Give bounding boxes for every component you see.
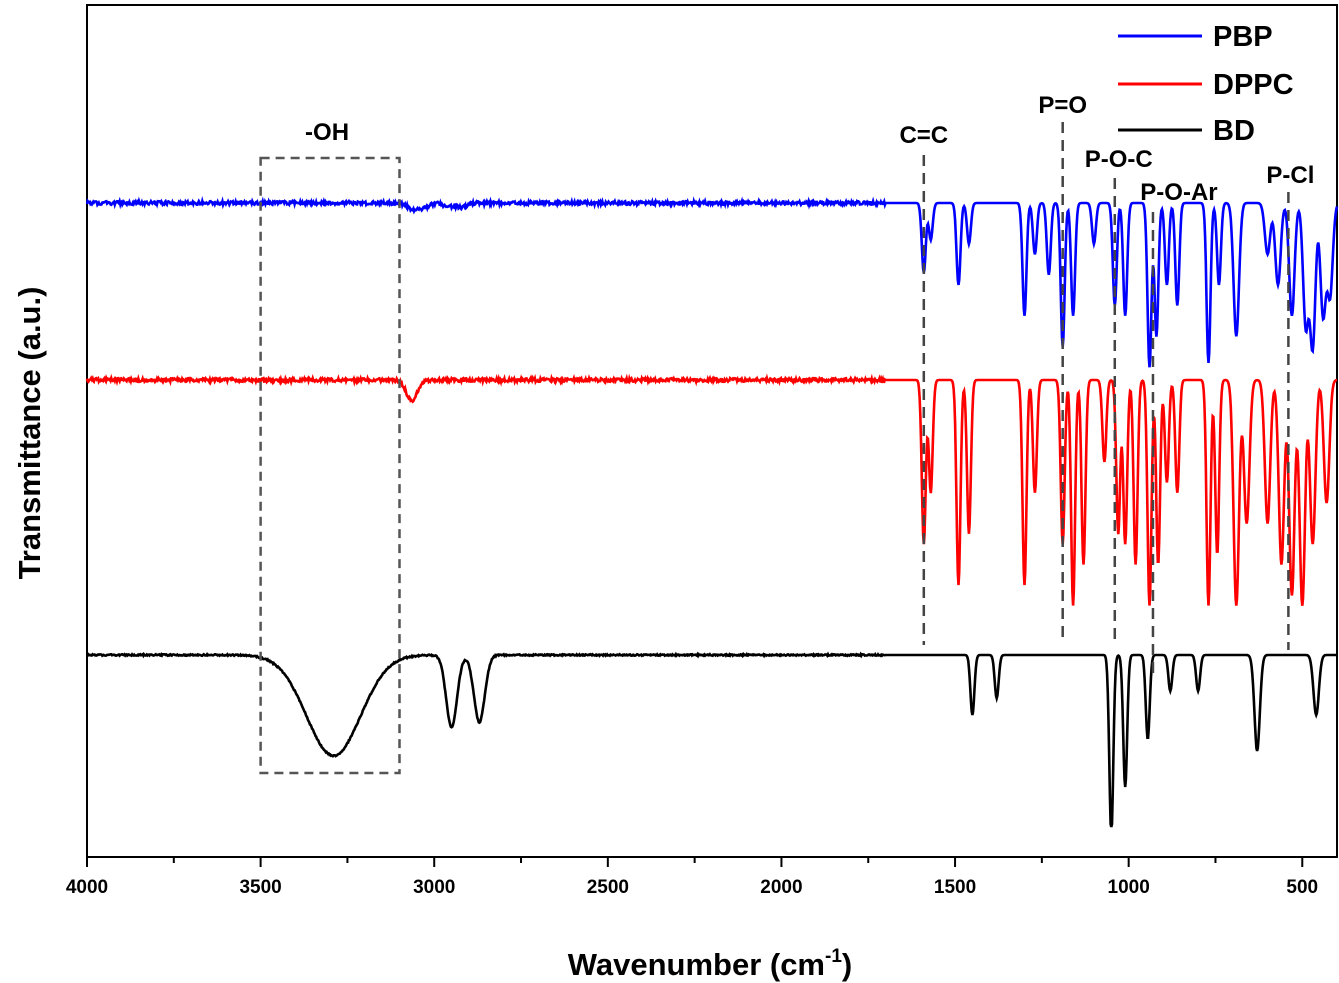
legend-label: PBP xyxy=(1213,21,1273,53)
plot-border xyxy=(86,4,1338,858)
legend-label: DPPC xyxy=(1213,69,1294,101)
x-tick-label: 4000 xyxy=(66,877,108,898)
x-tick-label: 1500 xyxy=(934,877,976,898)
series-line-bd xyxy=(86,651,1337,828)
oh-annotation-box xyxy=(259,156,401,775)
x-axis: 4000 3500 3000 2500 2000 1500 1000 500 xyxy=(66,857,1318,898)
x-tick-label: 1000 xyxy=(1108,877,1150,898)
series-group xyxy=(85,196,1339,828)
legend: PBP DPPC BD xyxy=(1118,21,1294,147)
plot-frame xyxy=(86,4,1338,858)
annotation-group: -OH C=C P=O P-O-C P-O-Ar P-Cl xyxy=(259,92,1314,775)
x-axis-title-main: Wavenumber (cm xyxy=(568,947,825,982)
x-tick-label: 500 xyxy=(1286,877,1318,898)
x-axis-title-superscript: -1 xyxy=(825,946,842,967)
annotation-label: P-O-C xyxy=(1085,146,1153,173)
series-line-dppc xyxy=(85,373,1338,606)
x-axis-title: Wavenumber (cm-1) xyxy=(568,946,852,982)
legend-label: BD xyxy=(1213,115,1255,147)
series-line-pbp xyxy=(85,196,1339,368)
annotation-label: P-Cl xyxy=(1266,162,1314,189)
annotation-label: P=O xyxy=(1038,92,1087,119)
x-axis-title-close: ) xyxy=(842,947,852,982)
x-tick-label: 2500 xyxy=(587,877,629,898)
x-tick-label: 3000 xyxy=(413,877,455,898)
x-tick-label: 3500 xyxy=(239,877,281,898)
annotation-label: P-O-Ar xyxy=(1140,179,1217,206)
y-axis-title: Transmittance (a.u.) xyxy=(12,287,47,580)
x-tick-label: 2000 xyxy=(760,877,802,898)
annotation-label: C=C xyxy=(899,122,948,149)
annotation-label: -OH xyxy=(305,119,349,146)
